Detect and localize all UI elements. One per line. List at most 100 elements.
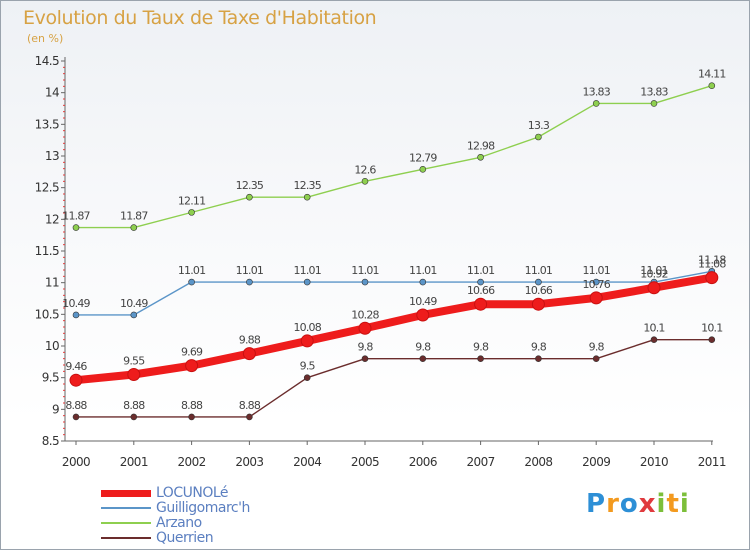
data-label: 9.8: [473, 341, 489, 354]
data-label: 9.69: [181, 346, 203, 359]
data-label: 11.01: [293, 264, 321, 277]
y-tick-label: 12: [45, 212, 59, 226]
data-label: 9.88: [239, 334, 261, 347]
x-tick-label: 2011: [698, 455, 726, 469]
series-line: [75, 338, 713, 418]
x-tick-label: 2009: [582, 455, 610, 469]
data-point: [592, 278, 600, 286]
data-point: [361, 178, 369, 185]
data-point: [246, 413, 253, 421]
y-tick-label: 10: [45, 339, 59, 353]
data-label: 11.01: [582, 264, 610, 277]
data-point: [69, 373, 83, 387]
data-label: 12.11: [178, 194, 206, 207]
data-point: [708, 336, 716, 343]
data-point: [188, 413, 195, 421]
data-label: 9.55: [123, 355, 145, 368]
data-label: 11.01: [640, 264, 668, 277]
data-label: 12.6: [354, 163, 376, 176]
data-label: 11.87: [62, 210, 90, 223]
data-point: [535, 133, 542, 141]
y-tick-label: 9: [52, 402, 59, 416]
y-tick-label: 14: [45, 86, 59, 100]
chart-subtitle: (en %): [27, 32, 64, 45]
y-tick-label: 10.5: [35, 307, 59, 321]
series-line: [75, 84, 713, 229]
data-label: 11.01: [178, 264, 206, 277]
data-label: 10.76: [582, 278, 610, 291]
data-point: [531, 297, 545, 311]
data-point: [130, 224, 138, 231]
y-tick-label: 8.5: [42, 434, 59, 448]
data-label: 11.01: [525, 264, 553, 277]
legend-swatch: [101, 537, 151, 539]
data-label: 13.83: [582, 85, 610, 98]
data-label: 12.35: [293, 179, 321, 192]
data-point: [303, 193, 311, 201]
data-label: 8.88: [181, 399, 203, 412]
data-point: [358, 321, 372, 335]
data-label: 13.3: [528, 119, 550, 132]
data-point: [72, 224, 80, 231]
data-label: 11.01: [236, 264, 264, 277]
data-label: 11.08: [698, 258, 726, 271]
data-label: 8.88: [123, 399, 145, 412]
data-label: 10.66: [525, 284, 553, 297]
data-label: 9.46: [65, 360, 87, 373]
data-point: [650, 100, 658, 107]
logo-letter: i: [679, 489, 690, 519]
data-label: 11.18: [698, 253, 726, 266]
data-point: [188, 278, 195, 286]
data-label: 10.1: [643, 322, 664, 335]
data-point: [130, 413, 138, 421]
data-point: [589, 291, 603, 305]
data-point: [535, 278, 542, 286]
data-point: [535, 355, 542, 362]
data-label: 14.11: [698, 68, 726, 81]
y-tick-label: 11: [45, 276, 59, 290]
data-point: [592, 355, 600, 362]
y-tick-label: 14.5: [35, 54, 59, 68]
y-tick-label: 13.5: [35, 117, 59, 131]
data-point: [361, 355, 369, 362]
data-label: 10.49: [62, 297, 90, 310]
data-point: [185, 359, 199, 373]
data-point: [246, 193, 253, 201]
data-point: [592, 100, 600, 107]
data-label: 9.8: [531, 341, 547, 354]
data-label: 11.87: [120, 210, 148, 223]
logo-letter: x: [638, 489, 657, 519]
legend-label: Arzano: [156, 515, 202, 531]
data-label: 9.8: [415, 341, 431, 354]
data-point: [419, 278, 427, 286]
data-point: [650, 336, 658, 343]
data-label: 13.83: [640, 85, 668, 98]
data-point: [246, 278, 253, 286]
x-tick-label: 2004: [293, 455, 321, 469]
x-tick-label: 2003: [235, 455, 263, 469]
y-tick-label: 13: [45, 149, 59, 163]
data-label: 8.88: [239, 399, 261, 412]
data-label: 12.98: [467, 139, 495, 152]
legend-label: Guilligomarc'h: [156, 500, 250, 516]
data-point: [705, 271, 719, 285]
data-point: [130, 311, 138, 319]
data-label: 9.8: [357, 341, 373, 354]
legend-label: LOCUNOLé: [156, 485, 229, 501]
legend-swatch: [101, 507, 151, 509]
logo-letter: P: [586, 489, 607, 519]
data-point: [242, 347, 256, 361]
x-tick-label: 2008: [524, 455, 552, 469]
data-label: 10.1: [701, 322, 722, 335]
data-point: [419, 355, 427, 362]
data-point: [708, 82, 716, 89]
data-point: [477, 153, 484, 161]
data-label: 10.92: [640, 268, 668, 281]
legend-swatch: [101, 522, 151, 524]
data-point: [127, 368, 141, 381]
data-point: [303, 278, 311, 286]
data-point: [647, 281, 661, 295]
y-tick-label: 11.5: [35, 244, 59, 258]
data-point: [361, 278, 369, 286]
